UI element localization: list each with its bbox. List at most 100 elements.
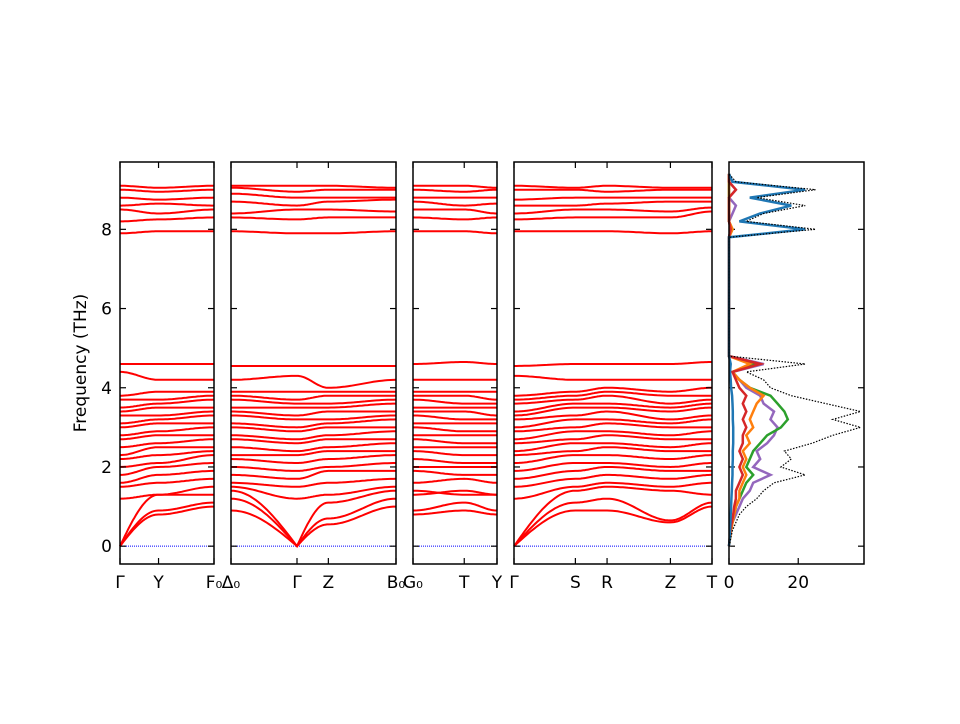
phonon-band-3-22 — [514, 230, 712, 235]
y-tick-label: 4 — [101, 379, 112, 399]
phonon-band-2-12 — [413, 426, 497, 433]
x-tick-label: Z — [665, 573, 677, 593]
x-tick-label: Y — [152, 573, 164, 593]
phonon-band-3-19 — [514, 386, 712, 397]
phonon-band-0-3 — [119, 485, 214, 500]
phonon-band-2-25 — [413, 200, 497, 207]
phonon-band-3-14 — [514, 410, 712, 421]
phonon-band-0-27 — [120, 188, 214, 193]
phonon-band-0-28 — [120, 184, 214, 189]
phonon-band-0-10 — [119, 438, 215, 449]
phonon-band-2-23 — [412, 216, 498, 221]
phonon-band-2-18 — [413, 394, 497, 401]
x-tick-label: F₀ — [206, 573, 223, 593]
phonon-band-3-0 — [513, 505, 712, 547]
phonon-band-0-22 — [120, 230, 214, 235]
phonon-band-0-1 — [119, 501, 214, 547]
phonon-band-1-3 — [231, 485, 396, 500]
phonon-band-0-8 — [120, 450, 214, 460]
phonon-band-3-25 — [514, 200, 712, 207]
phonon-band-3-28 — [514, 184, 712, 189]
phonon-band-3-5 — [514, 466, 712, 480]
x-tick-label: T — [706, 573, 718, 593]
phonon-band-0-17 — [119, 398, 215, 409]
phonon-band-1-17 — [230, 398, 397, 405]
phonon-band-1-26 — [231, 192, 396, 199]
phonon-band-1-16 — [231, 402, 396, 409]
phonon-band-1-10 — [230, 438, 396, 445]
phonon-band-2-15 — [413, 410, 497, 417]
phonon-band-2-1 — [413, 501, 497, 512]
dos-x-tick-label: 20 — [787, 573, 809, 593]
phonon-band-2-14 — [413, 414, 497, 421]
phonon-band-2-5 — [413, 469, 497, 476]
x-tick-label: Z — [323, 573, 335, 593]
phonon-band-0-14 — [120, 414, 214, 425]
phonon-band-1-24 — [231, 208, 396, 215]
phonon-band-2-8 — [413, 450, 497, 457]
phonon-band-3-12 — [514, 422, 712, 433]
phonon-band-0-12 — [120, 426, 214, 437]
x-tick-label: Δ₀ — [222, 573, 241, 593]
phonon-band-3-24 — [514, 206, 713, 215]
phonon-band-1-28 — [231, 184, 396, 189]
phonon-band-1-6 — [231, 462, 396, 472]
phonon-band-2-17 — [412, 398, 497, 405]
x-tick-label: B₀ — [387, 573, 406, 593]
phonon-band-1-11 — [231, 430, 396, 441]
phonon-band-3-20 — [514, 374, 712, 381]
phonon-band-1-14 — [231, 414, 396, 421]
x-tick-label: Y — [491, 573, 503, 593]
phonon-band-3-9 — [514, 442, 712, 453]
phonon-band-0-4 — [120, 477, 215, 488]
phonon-band-2-22 — [413, 230, 497, 235]
phonon-band-2-3 — [413, 489, 497, 496]
phonon-band-2-0 — [413, 509, 497, 516]
phonon-band-1-25 — [231, 198, 396, 207]
x-tick-label: R — [601, 573, 613, 593]
phonon-band-1-4 — [231, 477, 397, 488]
phonon-band-0-13 — [119, 422, 214, 429]
phonon-band-3-10 — [514, 434, 712, 445]
phonon-band-3-13 — [513, 418, 713, 429]
y-axis-label: Frequency (THz) — [71, 294, 91, 433]
phonon-band-1-1 — [230, 497, 396, 548]
y-tick-label: 2 — [101, 458, 112, 478]
phonon-band-0-2 — [119, 493, 214, 547]
phonon-band-1-23 — [230, 216, 396, 221]
phonon-band-1-8 — [231, 450, 396, 457]
phonon-band-0-11 — [120, 434, 214, 441]
phonon-band-1-22 — [231, 230, 396, 235]
dos-projected-series-0 — [727, 173, 806, 547]
phonon-band-0-19 — [120, 390, 214, 397]
phonon-band-1-12 — [231, 426, 396, 433]
phonon-band-3-26 — [514, 196, 712, 201]
phonon-band-3-2 — [513, 485, 712, 547]
phonon-band-3-7 — [514, 454, 712, 464]
phonon-band-0-26 — [119, 196, 215, 201]
phonon-band-0-25 — [120, 202, 214, 207]
x-tick-label: G₀ — [403, 573, 423, 593]
y-tick-label: 0 — [101, 537, 112, 557]
phonon-band-0-15 — [120, 410, 214, 417]
phonon-band-0-0 — [119, 505, 214, 547]
phonon-band-2-28 — [413, 184, 497, 189]
phonon-band-0-5 — [120, 469, 214, 484]
phonon-band-1-18 — [231, 394, 396, 401]
phonon-band-2-21 — [413, 361, 497, 365]
x-tick-label: Γ — [509, 573, 519, 593]
phonon-band-0-7 — [119, 454, 214, 468]
phonon-band-0-16 — [120, 406, 214, 413]
phonon-band-1-2 — [230, 489, 397, 549]
phonon-band-2-7 — [412, 458, 497, 464]
panel-frame-1 — [230, 161, 397, 565]
phonon-band-2-24 — [413, 208, 497, 215]
phonon-band-3-23 — [514, 210, 712, 221]
panel-frame-2 — [412, 161, 498, 565]
phonon-band-3-4 — [513, 473, 712, 488]
phonon-band-0-9 — [119, 446, 214, 457]
phonon-band-2-27 — [413, 188, 497, 193]
phonon-band-0-23 — [120, 216, 215, 223]
